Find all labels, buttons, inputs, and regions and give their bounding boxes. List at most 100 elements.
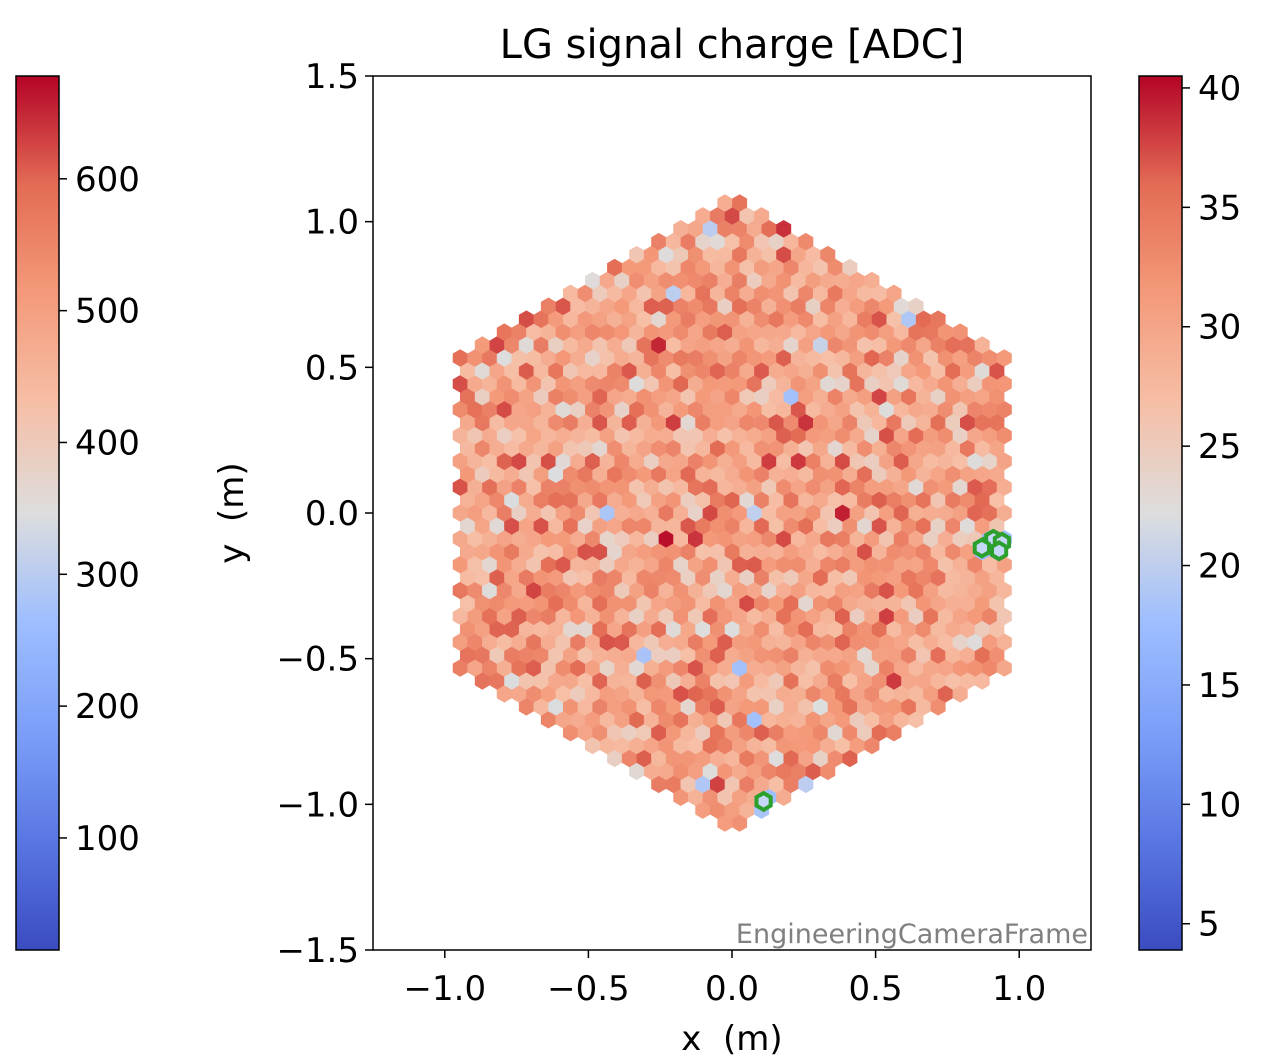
camera-pixel (923, 349, 939, 367)
camera-pixel (827, 439, 843, 458)
camera-pixel (533, 310, 549, 328)
camera-pixel (489, 620, 505, 638)
camera-pixel (908, 323, 924, 341)
camera-pixel (629, 271, 645, 290)
plot-area: −1.0 −0.5 0.0 0.5 1.0 1.51.00.50.0−0.5−1.0−1… (276, 57, 1092, 1009)
camera-pixel (886, 517, 902, 535)
camera-pixel (533, 620, 549, 638)
camera-pixel (739, 672, 755, 690)
camera-pixel (754, 362, 770, 380)
camera-pixel (886, 568, 902, 587)
camera-pixel (739, 801, 755, 819)
camera-pixel (908, 504, 924, 522)
camera-pixel (636, 594, 652, 613)
camera-pixel (680, 465, 696, 483)
camera-pixel (776, 659, 792, 677)
camera-pixel (768, 775, 784, 794)
camera-pixel (717, 297, 733, 316)
camera-pixel (673, 504, 689, 522)
camera-pixel (864, 659, 880, 677)
camera-pixel (827, 594, 843, 613)
camera-pixel (460, 517, 475, 535)
camera-pixel (813, 465, 828, 483)
camera-pixel (688, 685, 703, 703)
camera-pixel (864, 400, 880, 419)
camera-pixel (835, 375, 850, 393)
camera-pixel (820, 297, 836, 316)
camera-pixel (665, 775, 681, 794)
camera-pixel (798, 232, 814, 251)
camera-pixel (908, 607, 924, 626)
camera-pixel (688, 504, 703, 522)
camera-pixel (945, 491, 961, 509)
camera-pixel (835, 581, 850, 600)
camera-pixel (835, 271, 850, 290)
camera-pixel (849, 297, 865, 316)
camera-pixel (739, 517, 755, 535)
camera-pixel (805, 659, 821, 677)
camera-pixel (555, 581, 571, 600)
camera-pixel (688, 736, 703, 755)
camera-pixel (842, 439, 858, 458)
camera-pixel (614, 426, 630, 445)
camera-pixel (879, 323, 895, 341)
camera-pixels (452, 194, 1012, 832)
camera-pixel (636, 258, 652, 277)
camera-pixel (717, 814, 733, 832)
camera-pixel (710, 646, 725, 664)
camera-pixel (820, 452, 836, 471)
camera-pixel (643, 349, 659, 367)
camera-pixel (776, 452, 792, 471)
camera-pixel (717, 530, 733, 548)
camera-pixel (585, 530, 600, 548)
camera-pixel (673, 762, 689, 781)
camera-pixel (621, 620, 637, 638)
camera-pixel (673, 297, 689, 316)
camera-pixel (460, 388, 475, 406)
camera-pixel (893, 555, 909, 574)
camera-pixel (783, 362, 799, 380)
camera-pixel (813, 388, 828, 406)
camera-pixel (702, 530, 718, 548)
camera-pixel (732, 349, 748, 367)
camera-pixel (548, 672, 564, 690)
camera-pixel (724, 465, 740, 483)
camera-pixel (680, 310, 696, 328)
camera-pixel (923, 555, 939, 574)
camera-pixel (849, 710, 865, 729)
camera-pixel (732, 555, 748, 574)
camera-pixel (482, 375, 498, 393)
camera-pixel (790, 400, 806, 419)
camera-pixel (871, 698, 887, 716)
camera-pixel (967, 633, 983, 651)
camera-pixel (702, 659, 718, 677)
camera-pixel (599, 659, 615, 677)
camera-pixel (563, 362, 578, 380)
camera-pixel (790, 297, 806, 316)
camera-pixel (915, 362, 931, 380)
camera-pixel (540, 685, 556, 703)
camera-pixel (930, 388, 946, 406)
camera-pixel (996, 504, 1012, 522)
camera-pixel (702, 426, 718, 445)
camera-pixel (776, 736, 792, 755)
camera-pixel (577, 439, 593, 458)
camera-pixel (732, 323, 748, 341)
camera-pixel (930, 310, 946, 328)
camera-pixel (842, 413, 858, 432)
camera-pixel (960, 413, 975, 432)
camera-pixel (563, 568, 578, 587)
camera-pixel (783, 336, 799, 354)
camera-pixel (827, 336, 843, 354)
camera-pixel (739, 388, 755, 406)
camera-pixel (621, 672, 637, 690)
camera-pixel (996, 426, 1012, 445)
camera-pixel (768, 310, 784, 328)
camera-pixel (643, 607, 659, 626)
camera-pixel (496, 452, 512, 471)
camera-pixel (805, 633, 821, 651)
camera-pixel (908, 530, 924, 548)
camera-pixel (908, 633, 924, 651)
camera-pixel (452, 581, 468, 600)
camera-pixel (489, 491, 505, 509)
